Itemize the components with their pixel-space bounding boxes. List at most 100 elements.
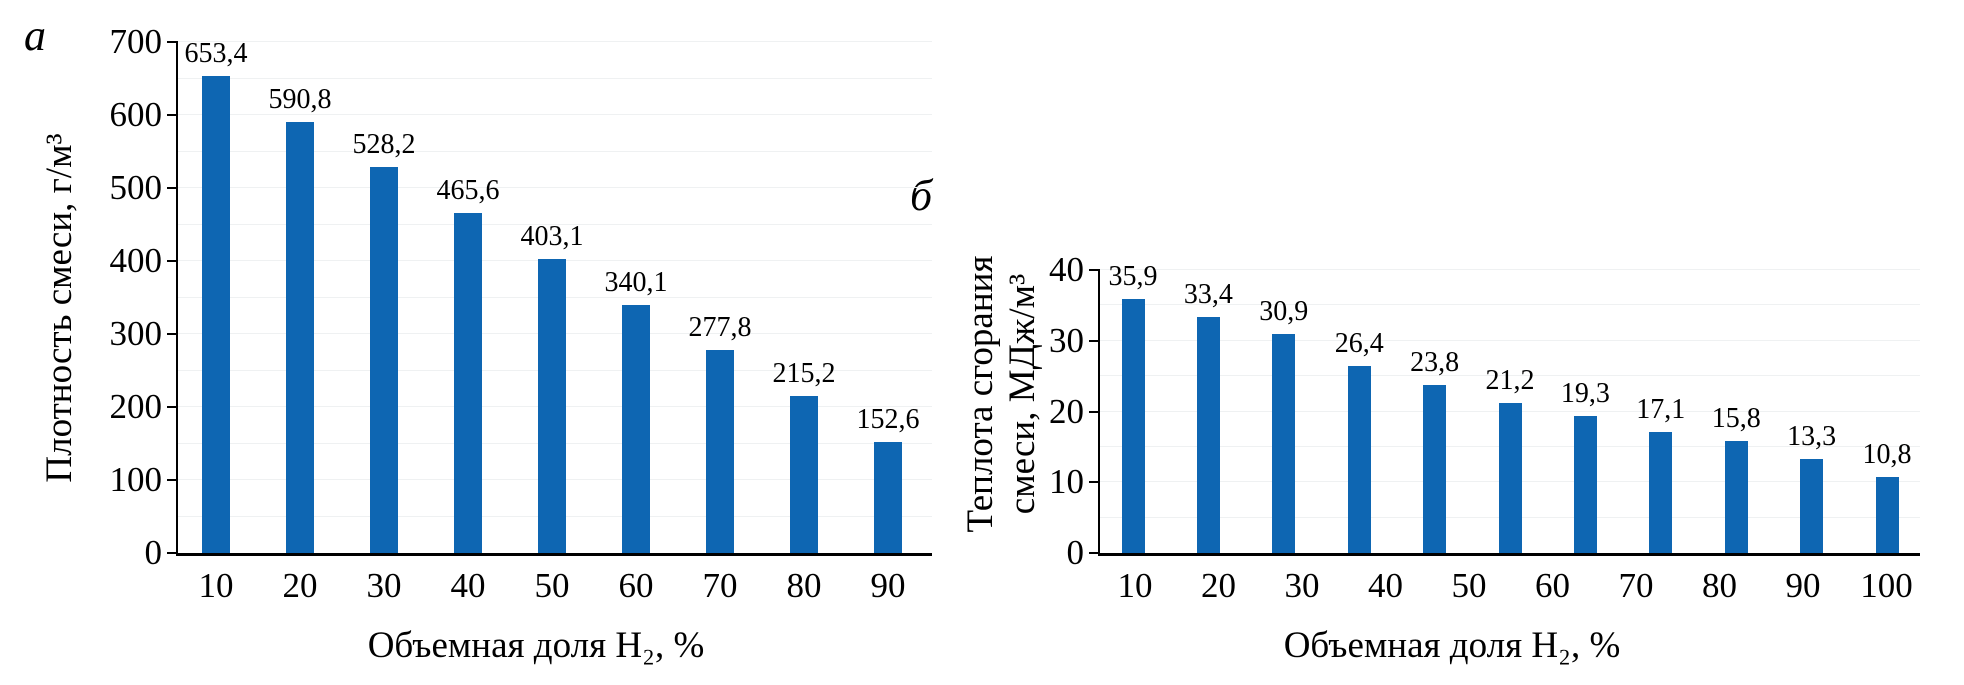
bar-value-label: 403,1 (520, 220, 584, 252)
y-tick-mark (1089, 552, 1100, 554)
y-tick-mark (167, 114, 178, 116)
bar-value-label: 340,1 (604, 266, 668, 298)
y-tick-label: 0 (1066, 533, 1085, 572)
bar (286, 121, 314, 553)
bar (1498, 403, 1522, 553)
y-tick-mark (167, 260, 178, 262)
bar (1800, 458, 1824, 553)
bar (874, 441, 902, 553)
bar (1347, 366, 1371, 553)
bar (790, 395, 818, 553)
x-tick-label: 90 (870, 566, 906, 605)
gridline (1100, 304, 1920, 306)
y-tick-label: 300 (109, 314, 163, 353)
x-tick-label: 80 (786, 566, 822, 605)
bar-value-label: 465,6 (436, 175, 500, 207)
y-tick-label: 10 (1049, 462, 1084, 502)
y-tick-label: 40 (1049, 250, 1084, 289)
y-tick-label: 200 (109, 387, 163, 426)
bar-value-label: 13,3 (1787, 420, 1837, 452)
y-tick-mark (167, 333, 178, 335)
chart-b-y-axis-title: Теплота сгорания смеси, МДж/м³ (960, 256, 1044, 533)
bar (202, 76, 230, 553)
y-tick-mark (167, 479, 178, 481)
bar (622, 304, 650, 553)
bar (1272, 334, 1296, 553)
gridline (178, 77, 932, 79)
y-tick-mark (167, 41, 178, 43)
x-tick-label: 60 (1535, 566, 1570, 605)
gridline (1100, 269, 1920, 270)
chart-a-plot-area: 0 100 200 300 400 500 600 700 653,4 590,8 528,2 465… (110, 24, 932, 604)
y-tick-mark (1089, 481, 1100, 484)
y-tick-label: 20 (1049, 391, 1084, 431)
bar-value-label: 10,8 (1862, 438, 1912, 470)
chart-b-x-axis-title: Объемная доля H₂, % (1283, 625, 1621, 666)
bar-value-label: 15,8 (1711, 403, 1761, 435)
gridline (178, 41, 932, 42)
gridline (178, 223, 932, 225)
bar-value-label: 21,2 (1485, 365, 1535, 397)
x-tick-label: 90 (1785, 566, 1821, 605)
x-tick-label: 70 (1618, 566, 1654, 605)
bar-value-label: 152,6 (856, 403, 920, 435)
y-tick-mark (1089, 269, 1100, 271)
bar (1573, 416, 1597, 553)
y-tick-label: 0 (144, 533, 163, 572)
y-tick-label: 500 (109, 168, 163, 207)
x-tick-label: 20 (1201, 566, 1236, 605)
bar (706, 350, 734, 553)
panel-a-label: а (24, 11, 46, 60)
bar-value-label: 653,4 (184, 38, 248, 70)
bar-value-label: 26,4 (1334, 328, 1384, 360)
x-tick-label: 10 (1117, 566, 1153, 605)
x-tick-label: 20 (282, 566, 318, 605)
chart-a-x-axis-title: Объемная доля H₂, % (367, 625, 705, 666)
bar (1875, 476, 1899, 553)
bar-value-label: 23,8 (1410, 346, 1460, 378)
bar-value-label: 30,9 (1259, 296, 1309, 328)
bar-value-label: 35,9 (1108, 261, 1158, 293)
bar (1196, 316, 1220, 553)
y-tick-label: 100 (109, 460, 163, 499)
chart-b-plot-area: 0 10 20 30 40 35,9 33,4 30,9 26,4 23,8 21,2 19,3 17,… (1049, 252, 1920, 604)
x-tick-label: 70 (702, 566, 738, 605)
gridline (1100, 375, 1920, 377)
gridline (178, 150, 932, 152)
gridline (1100, 339, 1920, 341)
bar-value-label: 17,1 (1636, 394, 1686, 426)
x-tick-label: 40 (1368, 566, 1403, 605)
y-tick-mark (167, 406, 178, 408)
chart-b-y-axis-title-line1: Теплота сгорания (960, 255, 1001, 533)
bar-value-label: 590,8 (268, 83, 332, 115)
bar (538, 258, 566, 553)
y-tick-label: 700 (109, 22, 163, 61)
gridline (178, 187, 932, 188)
bar-value-label: 277,8 (688, 312, 752, 344)
x-tick-label: 30 (1284, 566, 1320, 605)
bar (1724, 441, 1748, 553)
x-tick-label: 10 (198, 566, 234, 605)
bar-value-label: 215,2 (772, 357, 836, 389)
bar (454, 213, 482, 553)
x-tick-label: 60 (618, 566, 654, 605)
y-tick-label: 400 (109, 241, 163, 280)
bar-value-label: 19,3 (1560, 378, 1610, 410)
y-tick-mark (1089, 339, 1100, 342)
bar (1423, 384, 1447, 553)
gridline (178, 114, 932, 115)
x-tick-label: 80 (1702, 566, 1737, 605)
y-tick-mark (1089, 410, 1100, 413)
y-tick-label: 600 (109, 95, 163, 134)
x-tick-label: 50 (1451, 566, 1487, 605)
bar (370, 167, 398, 553)
bar-value-label: 528,2 (352, 129, 416, 161)
y-tick-mark (167, 552, 178, 554)
bar (1121, 299, 1145, 553)
x-tick-label: 30 (366, 566, 402, 605)
chart-b-y-axis-title-line2: смеси, МДж/м³ (1002, 273, 1043, 515)
panel-b-label: б (910, 171, 933, 220)
